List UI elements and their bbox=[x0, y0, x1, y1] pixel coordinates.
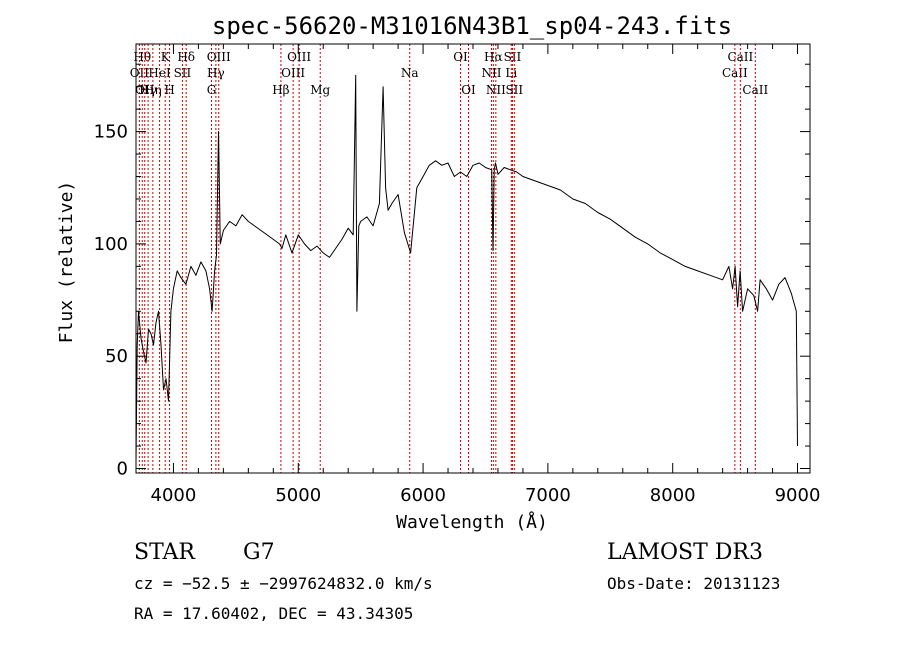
x-tick-label: 4000 bbox=[151, 485, 197, 506]
line-marker-label: OIII bbox=[281, 66, 305, 80]
line-marker-label: SII bbox=[504, 50, 522, 64]
x-tick-label: 8000 bbox=[650, 485, 696, 506]
line-marker-label: H bbox=[164, 83, 174, 97]
line-marker-label: Hδ bbox=[177, 50, 195, 64]
y-axis-label: Flux (relative) bbox=[56, 181, 77, 344]
obs-date-text: Obs-Date: 20131123 bbox=[607, 574, 780, 593]
y-axis: 0 50 100 150 bbox=[94, 63, 810, 480]
object-class: STAR bbox=[134, 540, 196, 565]
line-marker-label: Hη bbox=[144, 83, 162, 97]
x-axis-label: Wavelength (Å) bbox=[396, 511, 548, 533]
chart-title: spec-56620-M31016N43B1_sp04-243.fits bbox=[212, 12, 732, 40]
x-axis: 4000 5000 6000 7000 8000 9000 bbox=[151, 44, 821, 506]
line-marker-label: Hα bbox=[484, 50, 503, 64]
line-marker-label: CaII bbox=[722, 66, 748, 80]
survey-label: LAMOST DR3 bbox=[607, 540, 763, 565]
line-marker-label: HeI bbox=[148, 66, 171, 80]
x-tick-label: 5000 bbox=[275, 485, 321, 506]
line-marker-label: Li bbox=[505, 66, 517, 80]
line-markers: OIIHθOIIHγHηHeIKHSIIHδGHγOIIIHβOIIIOIIIM… bbox=[130, 44, 768, 473]
spectrum-line bbox=[135, 74, 798, 465]
line-marker-label: NII bbox=[481, 66, 501, 80]
y-tick-label: 150 bbox=[94, 122, 128, 143]
object-subclass: G7 bbox=[243, 540, 275, 565]
y-tick-label: 0 bbox=[117, 459, 128, 480]
x-tick-label: 7000 bbox=[525, 485, 571, 506]
line-marker-label: Hβ bbox=[272, 83, 289, 97]
line-marker-label: Hγ bbox=[207, 66, 225, 80]
x-tick-label: 9000 bbox=[775, 485, 821, 506]
line-marker-label: NII bbox=[486, 83, 506, 97]
line-marker-label: G bbox=[207, 83, 217, 97]
y-tick-label: 50 bbox=[105, 346, 128, 367]
line-marker-label: CaII bbox=[742, 83, 768, 97]
line-marker-label: K bbox=[161, 50, 171, 64]
plot-area bbox=[135, 74, 798, 465]
y-tick-label: 100 bbox=[94, 234, 128, 255]
line-marker-label: SII bbox=[174, 66, 192, 80]
line-marker-label: CaII bbox=[727, 50, 753, 64]
line-marker-label: Mg bbox=[310, 83, 330, 97]
line-marker-label: SII bbox=[505, 83, 523, 97]
line-marker-label: OI bbox=[461, 83, 476, 97]
plot-frame bbox=[135, 43, 811, 474]
line-marker-label: Hθ bbox=[133, 50, 151, 64]
line-marker-label: OII bbox=[130, 66, 150, 80]
line-marker-label: OIII bbox=[287, 50, 311, 64]
line-marker-label: OIII bbox=[207, 50, 231, 64]
line-marker-label: Na bbox=[401, 66, 419, 80]
x-tick-label: 6000 bbox=[400, 485, 446, 506]
radec-text: RA = 17.60402, DEC = 43.34305 bbox=[134, 604, 413, 623]
line-marker-label: OI bbox=[453, 50, 468, 64]
redshift-text: cz = −52.5 ± −2997624832.0 km/s bbox=[134, 574, 433, 593]
